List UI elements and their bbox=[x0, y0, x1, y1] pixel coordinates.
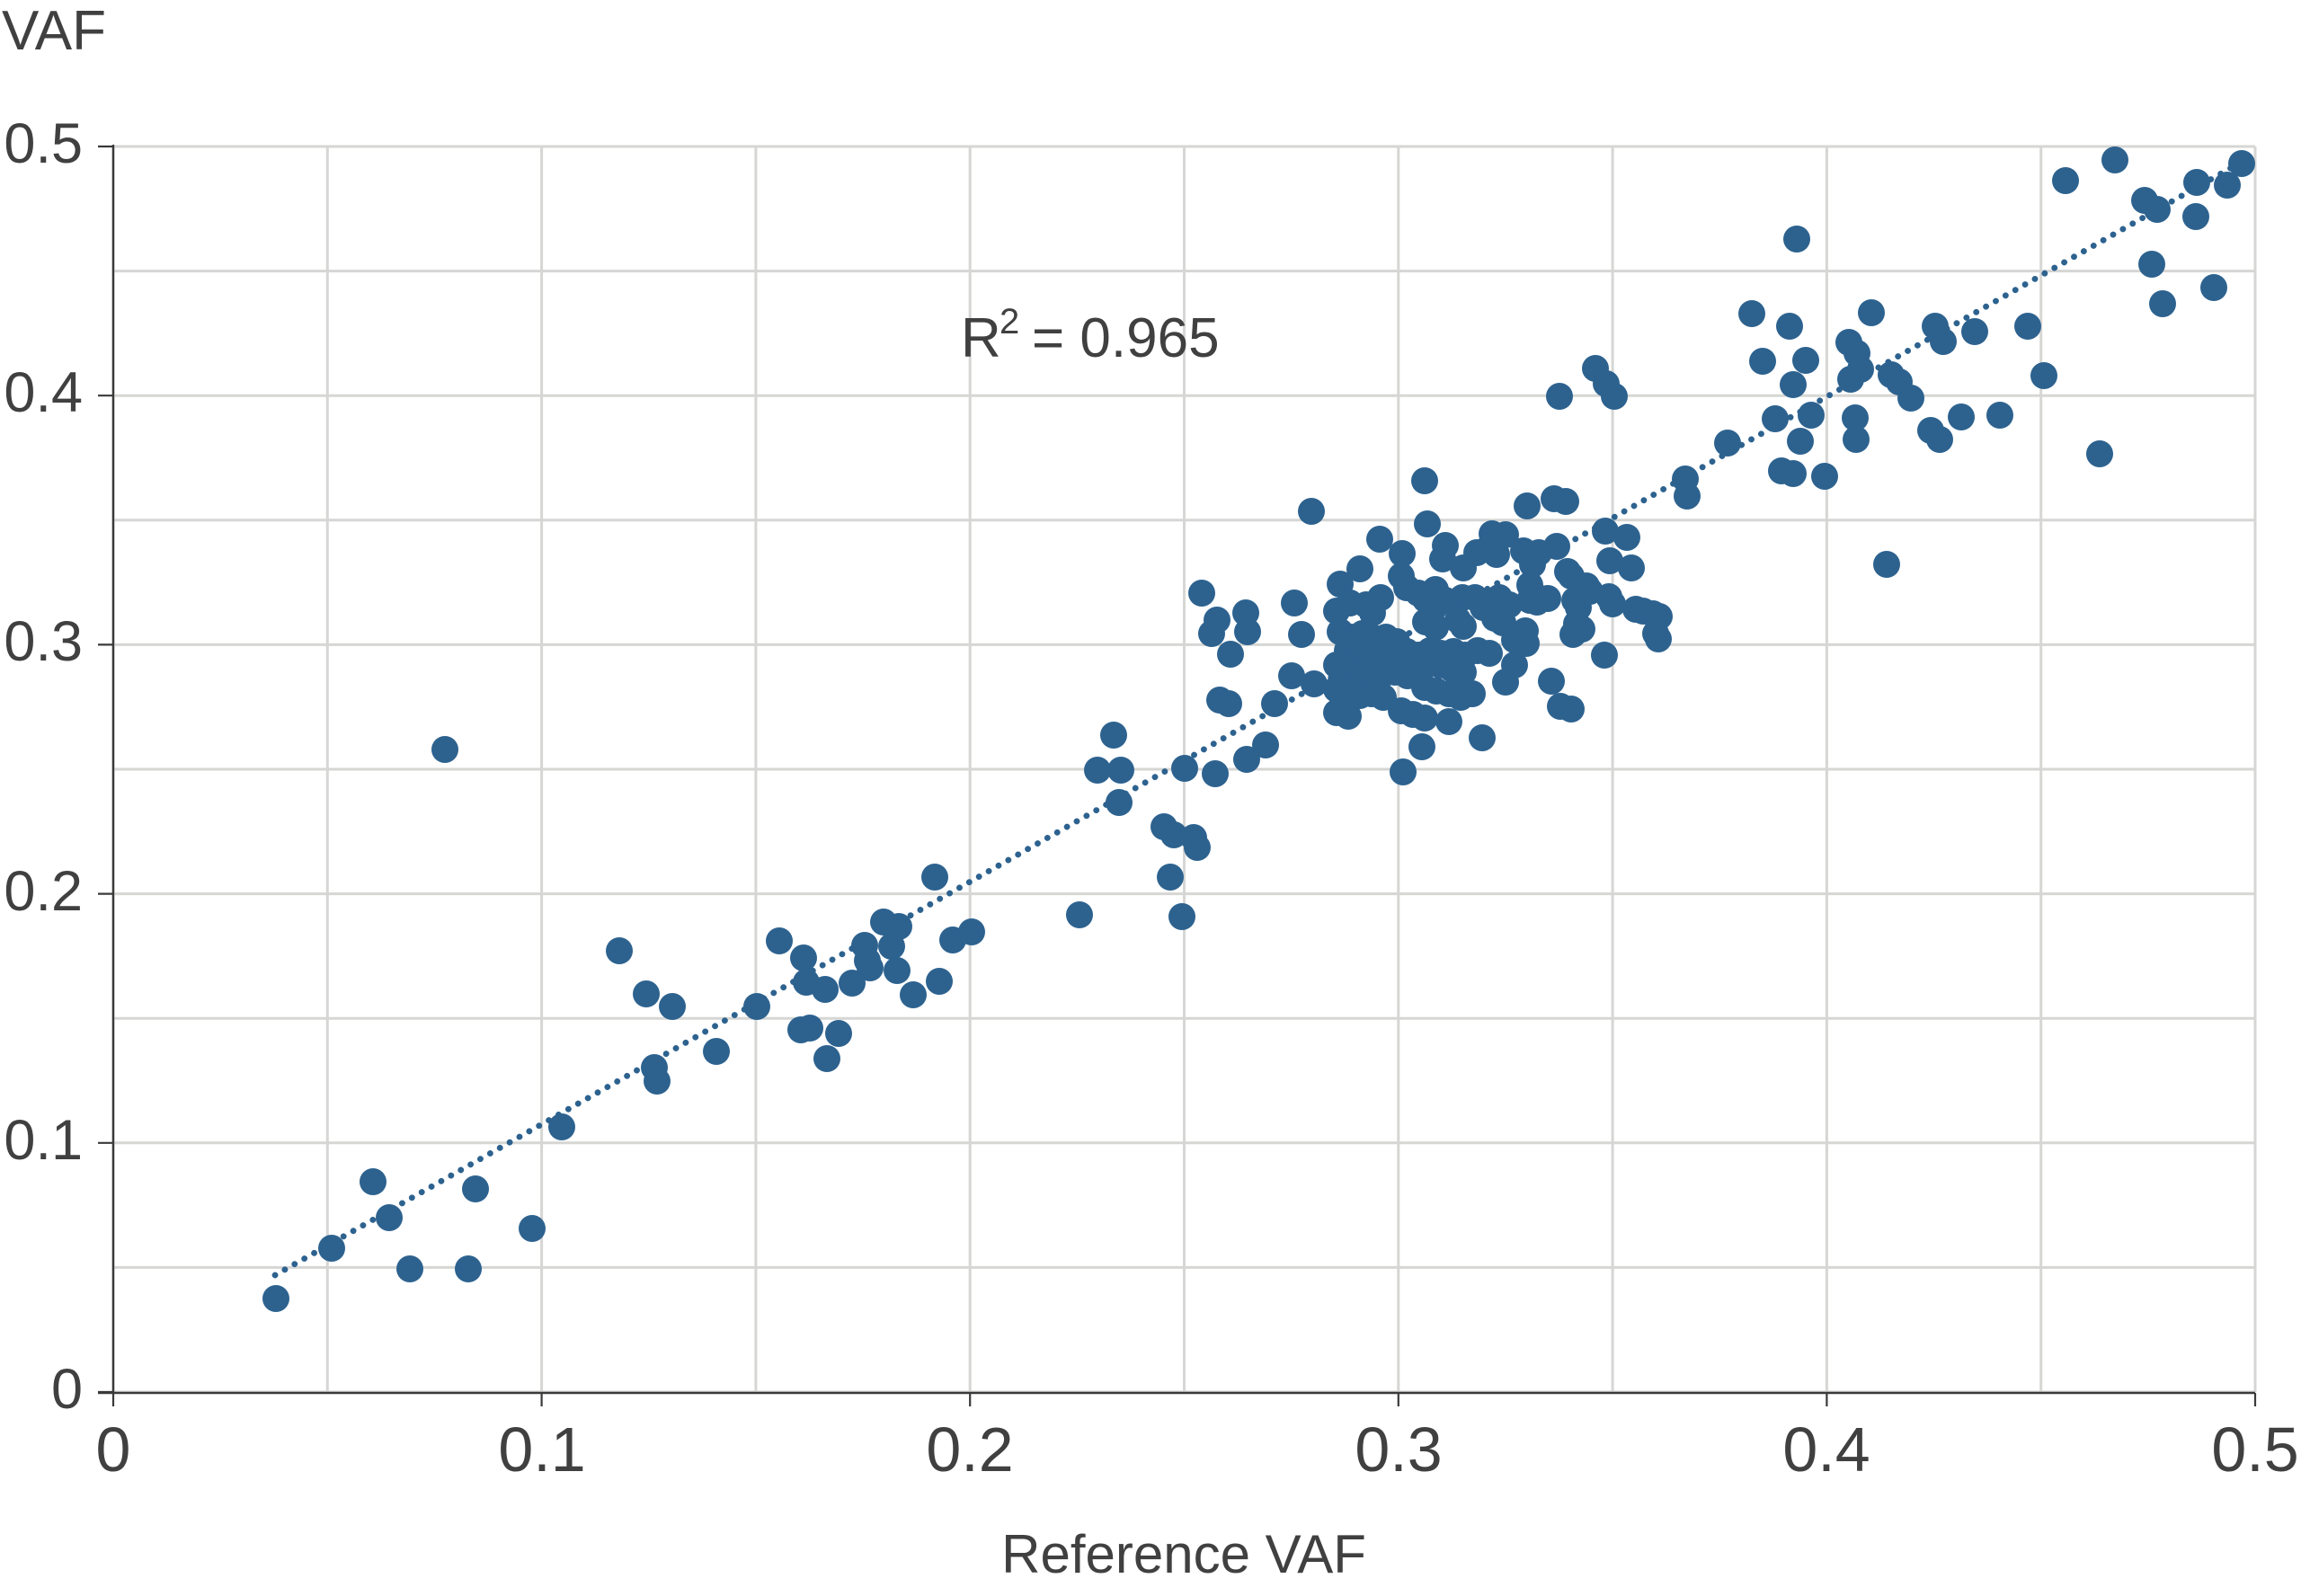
svg-text:VAF: VAF bbox=[2, 0, 106, 62]
svg-text:2: 2 bbox=[999, 302, 1019, 341]
svg-text:0.5: 0.5 bbox=[2211, 1414, 2298, 1485]
svg-text:0.1: 0.1 bbox=[498, 1414, 585, 1485]
svg-text:0: 0 bbox=[51, 1358, 83, 1421]
svg-text:R: R bbox=[961, 307, 1001, 369]
svg-text:0.3: 0.3 bbox=[1355, 1414, 1442, 1485]
svg-text:0.1: 0.1 bbox=[4, 1109, 83, 1172]
svg-text:Reference VAF: Reference VAF bbox=[1001, 1524, 1366, 1584]
svg-text:0.2: 0.2 bbox=[4, 860, 83, 923]
svg-text:0.4: 0.4 bbox=[4, 361, 83, 424]
svg-text:0.2: 0.2 bbox=[926, 1414, 1013, 1485]
svg-text:0.5: 0.5 bbox=[4, 112, 83, 175]
svg-text:0.4: 0.4 bbox=[1782, 1414, 1870, 1485]
svg-text:0: 0 bbox=[96, 1414, 131, 1485]
svg-text:= 0.965: = 0.965 bbox=[1032, 307, 1220, 369]
svg-text:0.3: 0.3 bbox=[4, 610, 83, 673]
